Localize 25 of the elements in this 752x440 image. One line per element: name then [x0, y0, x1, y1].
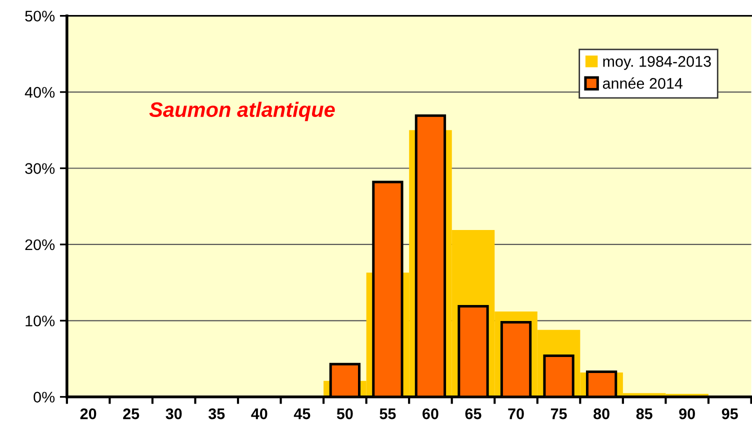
x-tick-label: 85 — [636, 408, 652, 420]
y-tick-label: 40% — [24, 86, 55, 98]
x-tick-label: 55 — [380, 408, 396, 420]
x-tick-label: 45 — [294, 408, 310, 420]
x-tick-label: 90 — [679, 408, 695, 420]
x-tick-label: 65 — [465, 408, 482, 420]
x-tick-label: 70 — [508, 408, 524, 420]
x-tick-label: 50 — [336, 408, 353, 420]
x-tick-label: 20 — [80, 408, 96, 420]
x-tick-label: 35 — [208, 408, 225, 420]
annotation: Saumon atlantique — [149, 102, 335, 122]
x-tick-label: 25 — [123, 408, 140, 420]
legend-label: moy. 1984-2013 — [603, 56, 711, 70]
y-tick-label: 20% — [25, 239, 55, 250]
y-tick-label: 50% — [25, 10, 55, 22]
legend-label: année 2014 — [602, 77, 683, 89]
x-tick-label: 40 — [251, 408, 268, 420]
y-tick-label: 10% — [26, 316, 55, 326]
y-tick-label: 30% — [25, 163, 55, 174]
x-tick-label: 80 — [594, 408, 610, 420]
x-tick-label: 95 — [722, 408, 738, 420]
x-tick-label: 60 — [422, 408, 438, 420]
y-tick-label: 0% — [34, 392, 55, 403]
x-tick-label: 30 — [166, 408, 182, 420]
x-tick-label: 75 — [550, 408, 567, 420]
